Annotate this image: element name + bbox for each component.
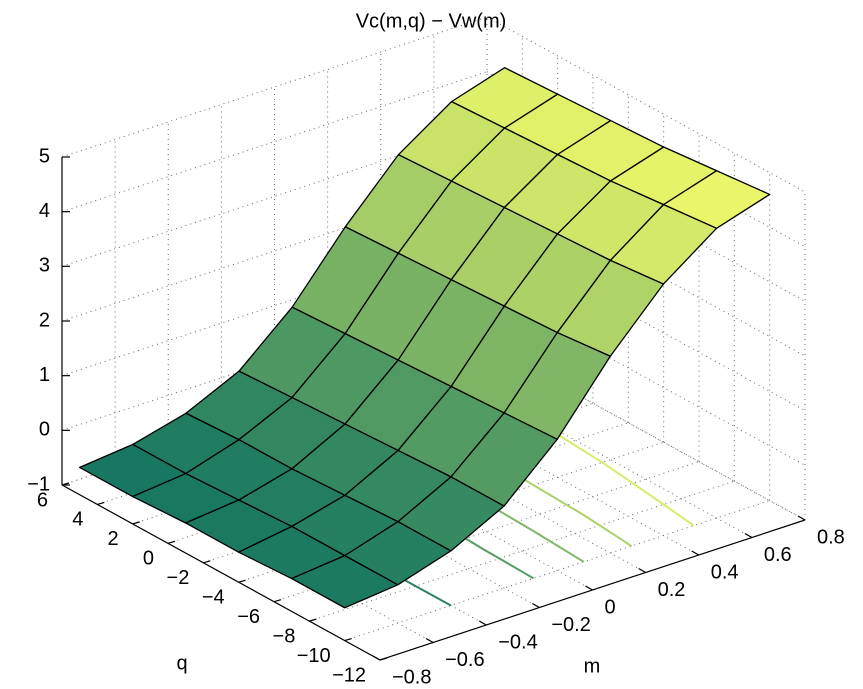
- grid-line: [486, 16, 806, 193]
- y-tick: [238, 579, 246, 583]
- grid-line: [221, 432, 540, 608]
- y-tick: [132, 521, 140, 525]
- y-tick-label: 4: [72, 509, 83, 531]
- grid-line: [114, 467, 434, 643]
- x-tick-label: 0.6: [764, 544, 792, 566]
- x-axis-label: m: [584, 655, 601, 677]
- y-tick-label: −10: [297, 645, 331, 667]
- grid-line: [327, 397, 646, 573]
- z-tick-label: 2: [39, 309, 50, 331]
- x-tick-label: −0.2: [551, 614, 590, 636]
- x-tick: [425, 637, 434, 644]
- x-tick: [744, 532, 753, 539]
- y-tick: [203, 560, 211, 564]
- y-tick-label: −6: [237, 606, 260, 628]
- x-tick-label: −0.8: [392, 666, 431, 684]
- x-tick: [478, 620, 487, 626]
- y-tick: [273, 599, 282, 603]
- y-tick-label: 0: [143, 548, 154, 570]
- y-tick-label: 6: [37, 489, 48, 511]
- x-tick: [585, 585, 593, 591]
- x-tick-label: −0.6: [445, 649, 484, 671]
- chart-title: Vc(m,q) − Vw(m): [356, 10, 507, 32]
- y-tick: [167, 540, 176, 544]
- x-tick-label: 0.4: [711, 561, 739, 583]
- x-tick-label: 0.8: [817, 526, 845, 548]
- grid-line: [274, 414, 593, 591]
- surface-patch: [291, 554, 399, 609]
- x-tick-label: 0: [605, 596, 616, 618]
- grid-line: [433, 362, 753, 538]
- grid-line: [486, 344, 806, 521]
- y-tick: [379, 657, 388, 661]
- x-tick: [797, 515, 806, 521]
- x-tick: [532, 602, 540, 609]
- y-tick-label: −12: [332, 664, 366, 684]
- y-tick-label: −2: [167, 567, 190, 589]
- y-tick-label: −8: [273, 625, 296, 647]
- grid-line: [380, 379, 699, 556]
- x-tick-label: 0.2: [658, 579, 686, 601]
- x-tick: [638, 567, 646, 574]
- y-axis-label: q: [176, 652, 187, 674]
- x-tick: [691, 550, 700, 556]
- z-tick-label: 3: [39, 255, 50, 277]
- y-tick-label: 2: [108, 528, 119, 550]
- y-tick: [97, 501, 105, 506]
- x-tick: [372, 655, 381, 661]
- z-tick-label: −1: [27, 473, 50, 495]
- y-tick: [344, 637, 352, 642]
- y-tick-label: −4: [202, 587, 225, 609]
- z-tick-label: 1: [39, 364, 50, 386]
- z-tick-label: 5: [39, 145, 50, 167]
- y-tick: [309, 618, 317, 622]
- y-axis: [61, 484, 381, 661]
- x-tick-label: −0.4: [498, 631, 537, 653]
- z-tick-label: 4: [39, 200, 50, 222]
- z-tick-label: 0: [39, 419, 50, 441]
- y-tick: [61, 482, 70, 486]
